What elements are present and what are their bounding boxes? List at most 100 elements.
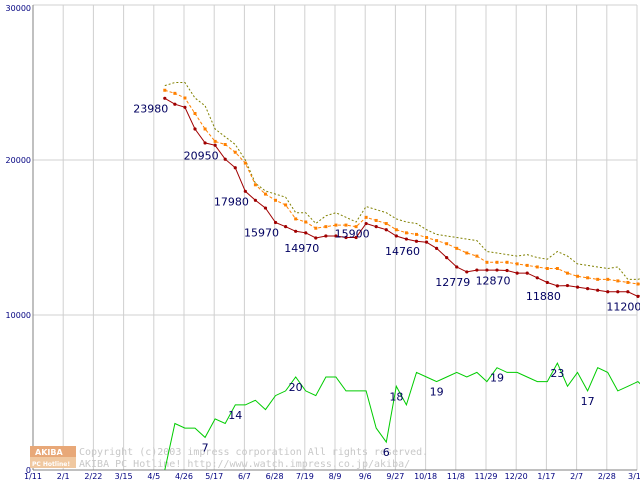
x-tick-label: 1/11 <box>24 472 42 480</box>
series-point-average <box>425 236 429 239</box>
x-tick-label: 2/7 <box>570 472 583 480</box>
data-label-min: 12779 <box>435 276 470 289</box>
series-point-min <box>183 105 187 109</box>
series-point-min <box>475 268 479 272</box>
series-point-min <box>505 268 509 273</box>
series-point-average <box>525 263 529 267</box>
x-tick-label: 3/15 <box>115 472 133 480</box>
data-label-shops: 19 <box>490 372 504 385</box>
series-point-average <box>243 161 247 165</box>
data-label-shops: 20 <box>289 381 303 394</box>
series-point-average <box>404 231 408 235</box>
akiba-logo-top-band <box>30 446 76 457</box>
data-label-min: 15970 <box>244 226 279 239</box>
series-point-min <box>233 166 237 170</box>
x-tick-label: 7/19 <box>296 472 314 480</box>
data-label-min: 15900 <box>335 228 370 241</box>
series-point-average <box>354 225 358 229</box>
series-point-min <box>525 271 529 275</box>
series-point-average <box>414 232 418 236</box>
series-point-average <box>455 246 459 250</box>
data-label-min: 12870 <box>476 275 511 288</box>
series-point-average <box>606 277 610 281</box>
series-point-min <box>565 283 570 288</box>
series-point-average <box>596 277 600 281</box>
series-point-min <box>163 96 167 100</box>
x-tick-label: 11/29 <box>474 472 497 480</box>
series-point-min <box>445 256 449 260</box>
series-point-min <box>223 157 227 161</box>
series-point-average <box>324 225 328 229</box>
x-tick-label: 6/28 <box>266 472 284 480</box>
x-tick-label: 4/5 <box>147 472 160 480</box>
y-tick-label: 20000 <box>6 156 31 165</box>
series-point-average <box>505 260 509 264</box>
series-point-average <box>193 112 197 115</box>
x-tick-label: 9/27 <box>386 472 404 480</box>
series-shops <box>164 361 640 471</box>
y-tick-label: 0 <box>26 466 31 475</box>
data-label-min: 20950 <box>184 149 219 162</box>
series-point-min <box>263 206 268 210</box>
series-point-average <box>555 267 559 270</box>
series-point-average <box>475 254 479 258</box>
series-point-average <box>364 215 368 219</box>
series-point-min <box>314 236 318 240</box>
series-point-average <box>344 223 348 227</box>
series-point-average <box>394 228 398 232</box>
series-point-average <box>183 96 187 100</box>
series-point-min <box>324 234 328 238</box>
data-label-min: 11200 <box>606 300 640 313</box>
series-point-average <box>314 226 318 230</box>
y-tick-label: 30000 <box>6 4 31 13</box>
series-point-min <box>253 198 257 202</box>
series-point-average <box>636 282 640 286</box>
data-label-min: 23980 <box>133 102 168 115</box>
x-tick-label: 3/13 <box>628 472 640 480</box>
x-tick-label: 6/7 <box>238 472 251 480</box>
data-label-shops: 19 <box>430 386 444 399</box>
copyright-line: Copyright (c)2003 impress corporation Al… <box>79 447 428 458</box>
series-line-shops <box>164 361 640 471</box>
series-point-min <box>606 290 610 294</box>
series-point-min <box>203 141 207 145</box>
x-tick-label: 2/22 <box>84 472 102 480</box>
x-tick-label: 5/17 <box>205 472 223 480</box>
series-point-min <box>495 268 499 272</box>
data-label-shops: 18 <box>389 390 403 403</box>
series-point-average <box>435 239 439 243</box>
x-tick-label: 4/26 <box>175 472 193 480</box>
series-point-min <box>364 221 368 226</box>
series-point-average <box>304 220 308 224</box>
series-point-average <box>213 139 217 143</box>
data-label-shops: 23 <box>550 367 564 380</box>
series-point-min <box>596 288 600 292</box>
series-point-min <box>626 290 630 294</box>
series-point-min <box>294 229 298 233</box>
series-point-average <box>495 260 499 264</box>
series-point-average <box>284 203 288 207</box>
y-tick-label: 10000 <box>6 311 31 320</box>
series-point-min <box>334 234 338 238</box>
series-point-average <box>334 223 338 227</box>
series-point-min <box>304 231 308 235</box>
series-point-min <box>243 189 247 193</box>
x-tick-label: 10/18 <box>414 472 437 480</box>
series-point-average <box>374 218 378 222</box>
series-point-average <box>535 265 539 269</box>
series-point-min <box>354 235 358 240</box>
x-tick-label: 2/28 <box>598 472 616 480</box>
data-label-min: 11880 <box>526 290 561 303</box>
data-labels-layer: 23980 20950 17980 15970 14970 15900 14760 12779… <box>133 102 640 459</box>
series-point-min <box>535 276 539 280</box>
series-point-average <box>445 242 449 246</box>
series-line-max <box>164 82 640 280</box>
series-point-average <box>616 279 620 283</box>
site-url-line: AKIBA PC Hotline! http://www.watch.impre… <box>79 459 410 470</box>
series-point-min <box>636 294 640 298</box>
series-point-min <box>545 280 549 285</box>
data-label-shops: 17 <box>581 395 595 408</box>
series-point-average <box>626 280 630 284</box>
series-max <box>164 82 640 280</box>
